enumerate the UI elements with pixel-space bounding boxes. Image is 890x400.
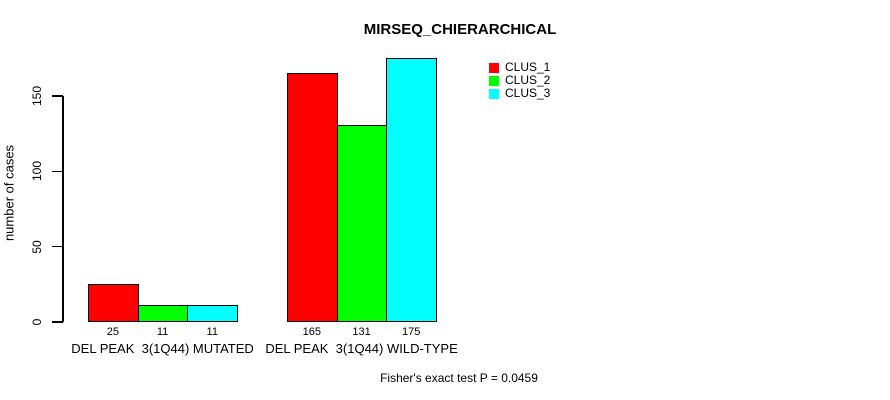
category-label: DEL PEAK 3(1Q44) MUTATED [71, 341, 254, 356]
legend-label: CLUS_3 [505, 86, 551, 100]
bar-value-label: 175 [402, 326, 421, 338]
legend: CLUS_1 CLUS_2 CLUS_3 [489, 61, 550, 100]
y-tick-label-100: 100 [30, 161, 44, 182]
bar-CLUS_1-group1 [88, 284, 139, 322]
bar-CLUS_3-group1 [187, 305, 239, 322]
legend-swatch-CLUS_1 [489, 62, 499, 73]
category-label: DEL PEAK 3(1Q44) WILD-TYPE [265, 341, 458, 356]
footer-note: Fisher's exact test P = 0.0459 [380, 371, 538, 385]
bar-CLUS_2-group1 [137, 305, 189, 322]
legend-label: CLUS_1 [505, 60, 551, 74]
y-tick-mark-150 [52, 95, 63, 97]
y-tick-label-50: 50 [30, 239, 44, 254]
bar-CLUS_1-group2 [287, 73, 338, 322]
bar-value-label: 11 [156, 326, 169, 338]
legend-row-CLUS_1: CLUS_1 [489, 61, 550, 74]
bar-value-label: 131 [352, 326, 371, 338]
bar-value-label: 25 [106, 326, 119, 338]
y-tick-label-0: 0 [30, 318, 44, 326]
bar-value-label: 165 [302, 326, 322, 338]
y-tick-mark-50 [52, 245, 63, 248]
y-axis-line [62, 96, 64, 322]
y-tick-mark-100 [52, 170, 63, 173]
chart-title: MIRSEQ_CHIERARCHICAL [363, 21, 557, 38]
legend-row-CLUS_2: CLUS_2 [489, 74, 550, 87]
y-tick-label-150: 150 [30, 85, 44, 107]
bar-value-label: 11 [206, 326, 218, 338]
y-tick-mark-0 [52, 321, 63, 323]
legend-label: CLUS_2 [505, 73, 551, 87]
bar-CLUS_2-group2 [336, 124, 388, 322]
legend-row-CLUS_3: CLUS_3 [489, 87, 550, 100]
y-axis-title: number of cases [1, 144, 17, 242]
bar-CLUS_3-group2 [386, 58, 438, 322]
legend-swatch-CLUS_2 [489, 75, 499, 86]
legend-swatch-CLUS_3 [489, 88, 499, 99]
